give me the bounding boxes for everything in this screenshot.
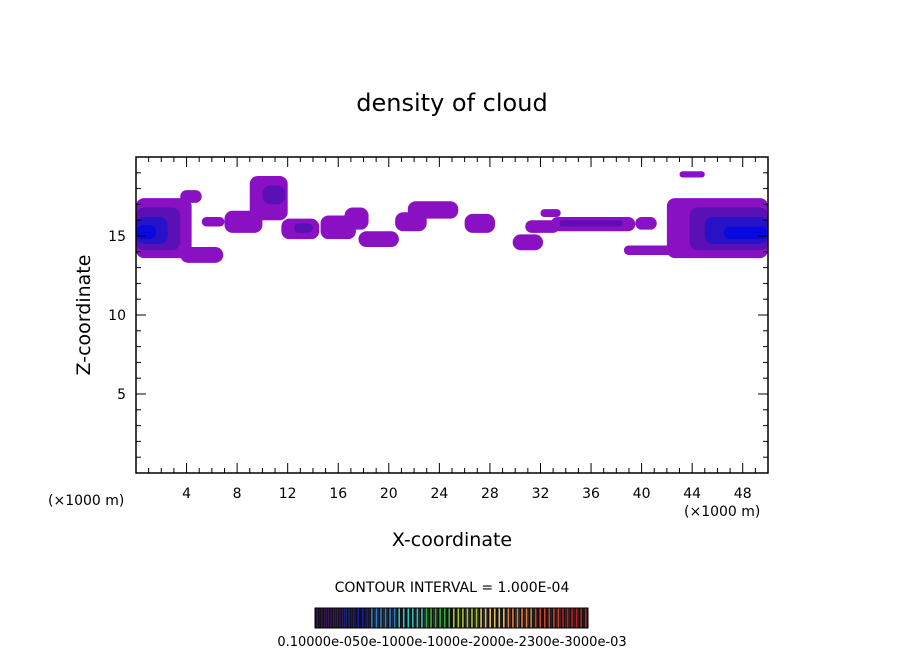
y-tick-label: 15: [108, 229, 126, 245]
axis-ticks: [136, 157, 768, 473]
colorbar: [315, 608, 588, 628]
cloud-region: [407, 201, 459, 219]
x-tick-label: 32: [532, 486, 550, 502]
cloud-region: [358, 231, 399, 248]
cloud-region: [723, 226, 768, 240]
cloud-region: [294, 223, 313, 233]
x-tick-label: 36: [582, 486, 600, 502]
cloud-region: [180, 190, 202, 203]
cloud-region: [679, 171, 705, 178]
colorbar-labels: 0.10000e-050e-1000e-1000e-2000e-2300e-30…: [277, 635, 626, 650]
cloud-density-field: [136, 171, 768, 263]
y-tick-labels: 5 10 15: [108, 229, 126, 403]
y-tick-label: 10: [108, 308, 126, 324]
cloud-region: [559, 220, 623, 227]
cloud-region: [201, 217, 225, 227]
cloud-region: [180, 247, 224, 263]
x-tick-label: 44: [683, 486, 701, 502]
colorbar-frame: [314, 607, 589, 629]
cloud-region: [344, 207, 369, 230]
cloud-region: [635, 217, 657, 230]
cloud-region: [540, 209, 561, 218]
y-axis-label: Z-coordinate: [73, 255, 95, 376]
x-tick-label: 40: [633, 486, 651, 502]
x-axis-label: X-coordinate: [392, 529, 512, 551]
x-tick-label: 48: [734, 486, 752, 502]
x-tick-labels: 4 8 12 16 20 24 28 32 36 40 44 48: [182, 486, 752, 502]
contour-interval: CONTOUR INTERVAL = 1.000E-04: [335, 580, 570, 596]
x-tick-label: 8: [233, 486, 242, 502]
x-tick-label: 4: [182, 486, 191, 502]
chart-title: density of cloud: [356, 89, 547, 117]
x-unit-left: (×1000 m): [48, 493, 124, 509]
x-tick-label: 28: [481, 486, 499, 502]
x-tick-label: 20: [380, 486, 398, 502]
x-unit-right: (×1000 m): [684, 504, 760, 520]
y-tick-label: 5: [117, 387, 126, 403]
x-tick-label: 16: [329, 486, 347, 502]
cloud-region: [464, 213, 495, 233]
cloud-region: [512, 234, 544, 251]
x-tick-label: 24: [430, 486, 448, 502]
cloud-region: [262, 185, 286, 205]
cloud-region: [136, 224, 157, 240]
x-tick-label: 12: [279, 486, 297, 502]
